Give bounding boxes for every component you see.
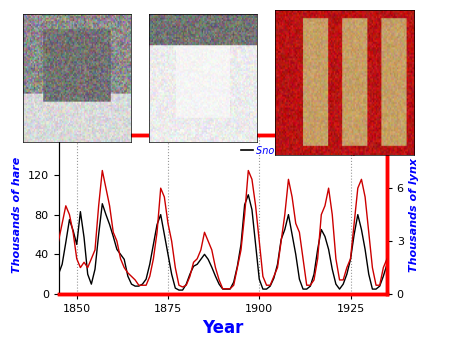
Y-axis label: Thousands of lynx: Thousands of lynx bbox=[410, 158, 419, 272]
X-axis label: Year: Year bbox=[202, 319, 243, 337]
Y-axis label: Thousands of hare: Thousands of hare bbox=[12, 156, 22, 273]
Legend: Snowshoe hare, Lynx: Snowshoe hare, Lynx bbox=[237, 142, 376, 160]
